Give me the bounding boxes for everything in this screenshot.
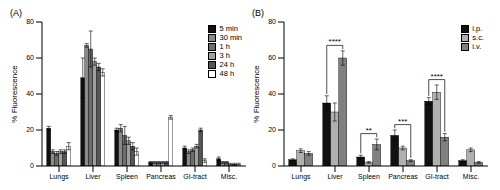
- svg-text:Misc.: Misc.: [221, 173, 237, 180]
- html-text:30 min: 30 min: [219, 33, 242, 42]
- svg-text:****: ****: [431, 72, 443, 81]
- html-text:s.c.: s.c.: [472, 33, 484, 42]
- svg-text:60: 60: [268, 54, 276, 61]
- html-text:i.v.: i.v.: [472, 42, 482, 51]
- svg-text:***: ***: [398, 117, 407, 126]
- svg-text:% Fluorescence: % Fluorescence: [252, 65, 261, 123]
- html-text:(B): (B): [252, 8, 264, 18]
- html-text:i.p.: i.p.: [472, 24, 483, 33]
- svg-text:Lungs: Lungs: [49, 173, 69, 181]
- svg-text:40: 40: [26, 90, 34, 97]
- html-text:48 h: 48 h: [219, 69, 235, 78]
- svg-text:0: 0: [30, 162, 34, 169]
- svg-text:Pancreas: Pancreas: [146, 173, 176, 180]
- svg-text:% Fluorescence: % Fluorescence: [10, 65, 19, 123]
- html-text:5 min: 5 min: [219, 24, 238, 33]
- html-text:3 h: 3 h: [219, 51, 230, 60]
- svg-text:40: 40: [268, 90, 276, 97]
- svg-text:0: 0: [272, 162, 276, 169]
- svg-text:Spleen: Spleen: [358, 173, 380, 181]
- svg-text:20: 20: [26, 126, 34, 133]
- svg-text:Misc.: Misc.: [463, 173, 479, 180]
- svg-text:80: 80: [26, 18, 34, 25]
- svg-text:60: 60: [26, 54, 34, 61]
- svg-text:****: ****: [329, 37, 341, 46]
- html-text:24 h: 24 h: [219, 60, 235, 69]
- svg-text:GI-tract: GI-tract: [183, 173, 206, 180]
- html-text:1 h: 1 h: [219, 42, 230, 51]
- svg-text:20: 20: [268, 126, 276, 133]
- svg-text:Pancreas: Pancreas: [388, 173, 418, 180]
- svg-text:GI-tract: GI-tract: [425, 173, 448, 180]
- svg-text:Spleen: Spleen: [116, 173, 138, 181]
- html-text:(A): (A): [10, 8, 22, 18]
- svg-text:Lungs: Lungs: [291, 173, 311, 181]
- svg-text:Liver: Liver: [327, 173, 343, 180]
- svg-text:Liver: Liver: [85, 173, 101, 180]
- svg-text:**: **: [366, 126, 372, 135]
- svg-text:80: 80: [268, 18, 276, 25]
